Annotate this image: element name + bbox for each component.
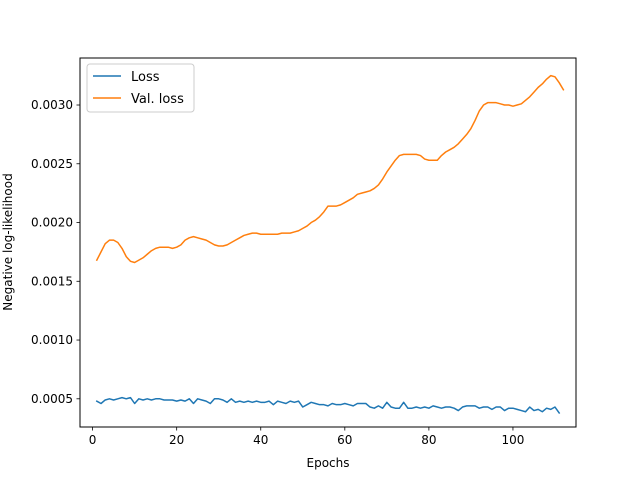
x-tick-label: 0 <box>89 433 97 447</box>
x-tick-label: 20 <box>169 433 184 447</box>
y-tick-label: 0.0020 <box>31 216 73 230</box>
x-tick-label: 60 <box>337 433 352 447</box>
y-tick-label: 0.0005 <box>31 392 73 406</box>
y-tick-label: 0.0010 <box>31 333 73 347</box>
plot-frame <box>79 57 577 428</box>
x-axis-label: Epochs <box>307 456 350 470</box>
y-tick-label: 0.0030 <box>31 98 73 112</box>
x-tick-label: 100 <box>501 433 524 447</box>
x-tick-label: 80 <box>421 433 436 447</box>
plot-lines <box>95 74 565 414</box>
x-axis-ticks: 0 20 40 60 80 100 <box>89 427 524 447</box>
y-axis-ticks: 0.0005 0.0010 0.0015 0.0020 0.0025 0.0030 <box>31 98 80 406</box>
y-tick-label: 0.0015 <box>31 274 73 288</box>
legend-label-val-loss: Val. loss <box>131 92 184 107</box>
series-line-loss <box>95 396 561 414</box>
y-axis-label: Negative log-likelihood <box>1 173 15 310</box>
legend: Loss Val. loss <box>86 63 195 113</box>
series-line-val-loss <box>95 74 565 264</box>
legend-label-loss: Loss <box>131 70 160 85</box>
x-tick-label: 40 <box>253 433 268 447</box>
y-tick-label: 0.0025 <box>31 157 73 171</box>
